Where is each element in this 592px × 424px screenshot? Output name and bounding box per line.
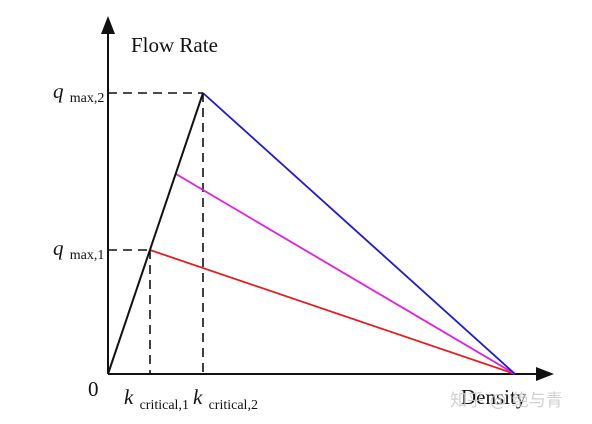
y-axis-arrowhead [101, 16, 115, 34]
k-critical-2-label: k critical,2 [193, 385, 258, 413]
y-axis-label: Flow Rate [131, 33, 218, 57]
origin-label: 0 [88, 377, 99, 401]
free-flow-line [107, 92, 204, 375]
congested-line-blue [202, 92, 516, 375]
q-max-1-label: q max,1 [53, 236, 104, 263]
q-max-2-label: q max,2 [53, 79, 104, 106]
x-axis-label: Density [461, 385, 527, 409]
congested-line-magenta [175, 173, 516, 375]
x-axis-arrowhead [536, 367, 554, 381]
congested-line-red [149, 249, 516, 375]
watermark: 知乎 @ 绝与青 [450, 391, 563, 411]
k-critical-1-label: k critical,1 [124, 385, 189, 413]
